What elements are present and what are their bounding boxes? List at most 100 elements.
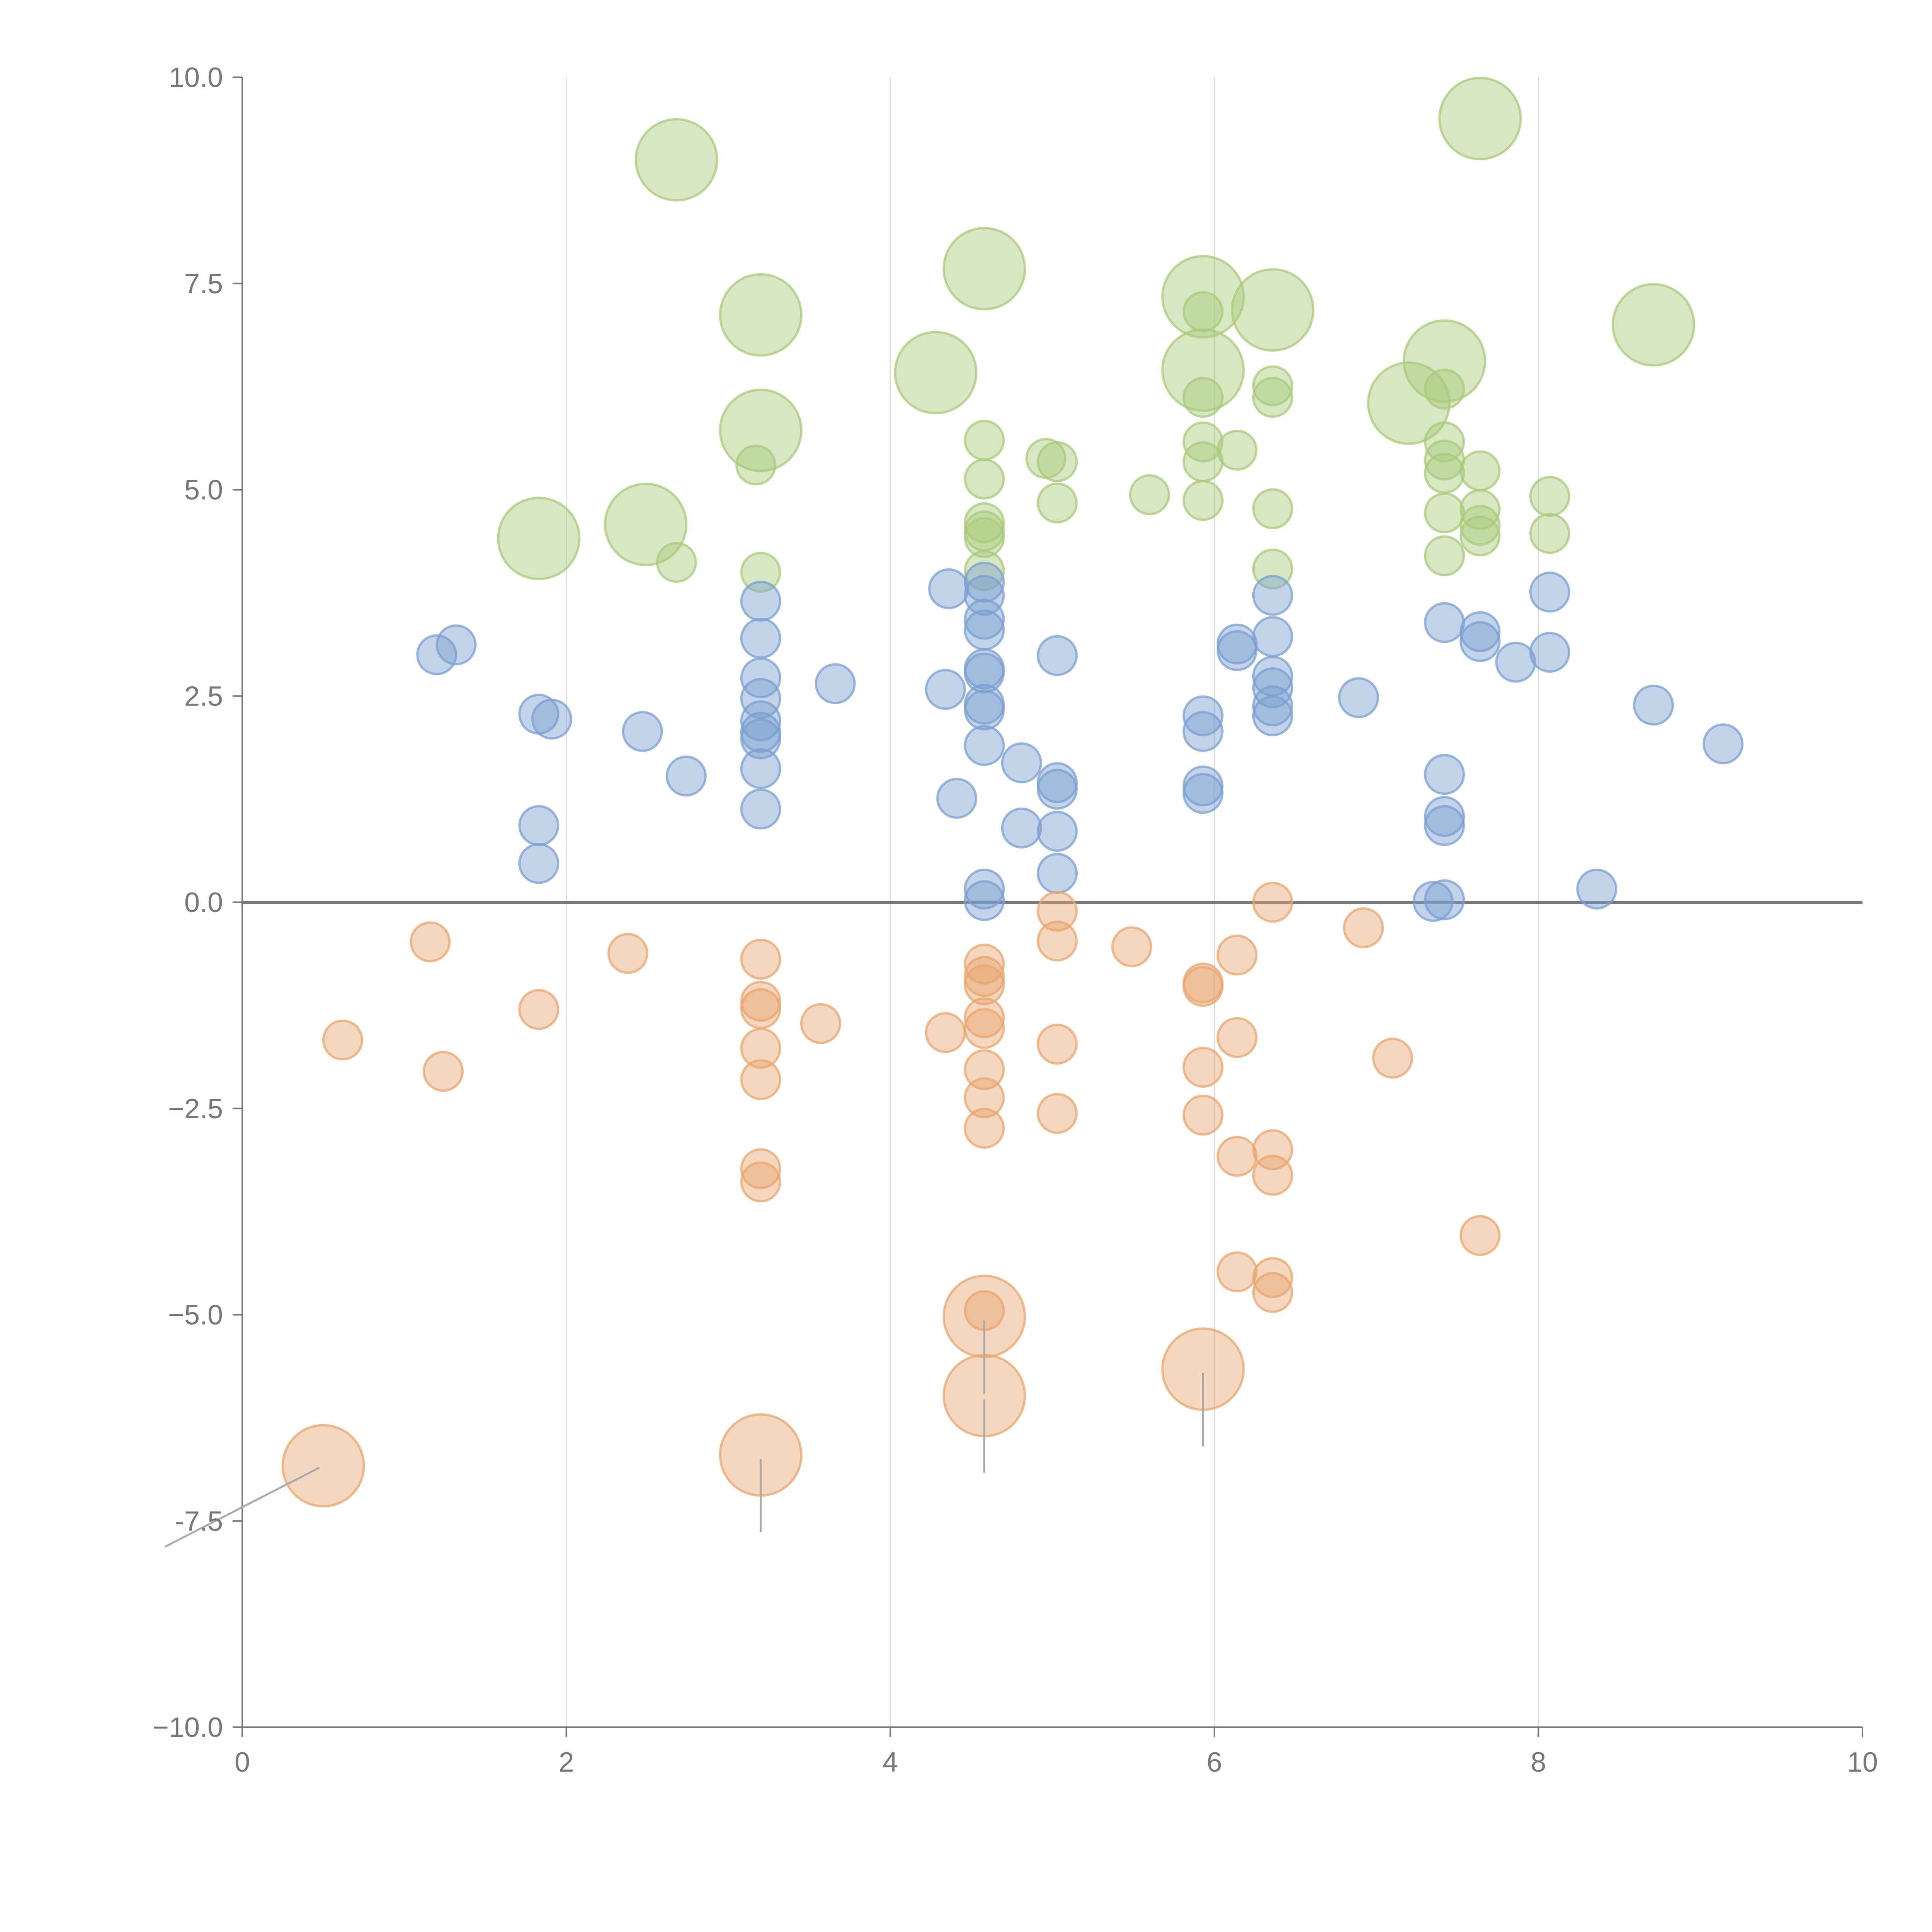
orange-bubble: [607, 933, 648, 974]
orange-bubble: [964, 944, 1005, 985]
green-bubble: [964, 550, 1005, 591]
blue-bubble: [1037, 635, 1078, 676]
blue-bubble: [1424, 602, 1465, 643]
orange-bubble-large: [281, 1424, 365, 1508]
orange-bubble: [422, 1051, 464, 1092]
green-bubble: [1182, 441, 1224, 482]
green-bubble-large: [1403, 319, 1486, 403]
green-bubble-large: [894, 331, 978, 415]
blue-bubble: [964, 575, 1005, 616]
blue-bubble: [1252, 667, 1293, 708]
blue-bubble: [936, 777, 978, 819]
green-bubble: [1529, 513, 1570, 554]
green-bubble-large: [1367, 361, 1451, 445]
y-tick-label: 2.5: [184, 681, 223, 712]
orange-bubble: [1216, 1017, 1258, 1058]
blue-bubble: [1702, 723, 1744, 765]
orange-bubble: [1037, 1093, 1078, 1134]
y-tick-label: -7.5: [175, 1506, 223, 1537]
blue-bubble: [740, 678, 781, 719]
orange-bubble: [1343, 907, 1384, 949]
blue-bubble: [622, 711, 663, 752]
blue-bubble: [964, 880, 1005, 921]
orange-bubble: [1182, 1047, 1224, 1088]
blue-bubble: [1633, 684, 1674, 726]
blue-bubble: [1216, 630, 1258, 671]
orange-bubble: [1216, 934, 1258, 976]
green-bubble: [656, 542, 697, 583]
orange-bubble: [1037, 1024, 1078, 1065]
green-bubble: [1129, 474, 1170, 515]
green-bubble-large: [1231, 268, 1315, 352]
blue-bubble: [964, 868, 1005, 910]
x-tick-label: 0: [235, 1747, 250, 1778]
orange-bubble: [1252, 882, 1293, 923]
y-tick-label: −10.0: [153, 1712, 223, 1743]
green-bubble-large: [1161, 255, 1245, 338]
bubble-series: [281, 77, 1744, 1508]
orange-bubble: [1252, 1257, 1293, 1298]
blue-bubble: [531, 699, 572, 740]
blue-bubble: [1459, 611, 1501, 652]
orange-bubble: [410, 921, 451, 963]
green-bubble-large: [1161, 328, 1245, 412]
green-bubble: [1216, 430, 1258, 471]
orange-bubble: [1252, 1155, 1293, 1196]
orange-bubble: [800, 1003, 841, 1044]
y-tick-label: 10.0: [169, 62, 223, 93]
green-bubble: [1037, 482, 1078, 524]
green-bubble: [1459, 505, 1501, 546]
blue-bubble: [1529, 571, 1570, 613]
green-bubble: [1459, 515, 1501, 557]
orange-bubble: [925, 1012, 966, 1053]
blue-bubble: [964, 689, 1005, 731]
blue-bubble: [925, 669, 966, 710]
blue-bubble: [1252, 685, 1293, 726]
blue-bubble: [740, 700, 781, 742]
blue-bubble: [740, 617, 781, 659]
blue-bubble: [1252, 695, 1293, 736]
orange-bubble: [740, 1059, 781, 1100]
blue-bubble: [1182, 773, 1224, 814]
green-bubble: [1252, 488, 1293, 529]
green-bubble: [1424, 535, 1465, 577]
x-tick-label: 2: [559, 1747, 574, 1778]
green-bubble-large: [497, 497, 581, 580]
blue-bubble: [1412, 881, 1454, 922]
blue-bubble: [1424, 879, 1465, 920]
x-tick-label: 6: [1207, 1747, 1222, 1778]
x-tick-label: 8: [1531, 1747, 1546, 1778]
y-tick-label: −5.0: [168, 1300, 223, 1331]
green-bubble: [740, 552, 781, 593]
blue-bubble: [928, 568, 969, 609]
green-bubble-large: [604, 483, 688, 566]
green-bubble: [1182, 480, 1224, 521]
blue-bubble: [1252, 575, 1293, 616]
blue-bubble: [1182, 711, 1224, 752]
blue-bubble: [964, 609, 1005, 651]
orange-bubble: [1182, 1094, 1224, 1136]
green-bubble: [1424, 421, 1465, 463]
green-bubble-large: [719, 388, 803, 472]
leader-lines: [164, 1320, 1204, 1548]
orange-bubble: [1372, 1037, 1413, 1079]
y-tick-label: 7.5: [184, 269, 223, 299]
blue-bubble: [416, 634, 457, 675]
blue-bubble: [1037, 769, 1078, 810]
orange-bubble: [1111, 926, 1152, 968]
green-bubble: [1529, 476, 1570, 517]
green-bubble: [1037, 441, 1078, 482]
green-bubble: [1182, 377, 1224, 418]
blue-bubble: [1495, 641, 1536, 683]
orange-bubble: [1182, 966, 1224, 1007]
orange-bubble: [964, 1107, 1005, 1149]
blue-bubble: [740, 580, 781, 622]
blue-bubble: [665, 755, 707, 797]
blue-bubble: [964, 652, 1005, 694]
green-bubble-large: [942, 227, 1026, 311]
orange-bubble: [740, 988, 781, 1029]
leader-line: [164, 1466, 320, 1548]
green-bubble: [1424, 369, 1465, 410]
